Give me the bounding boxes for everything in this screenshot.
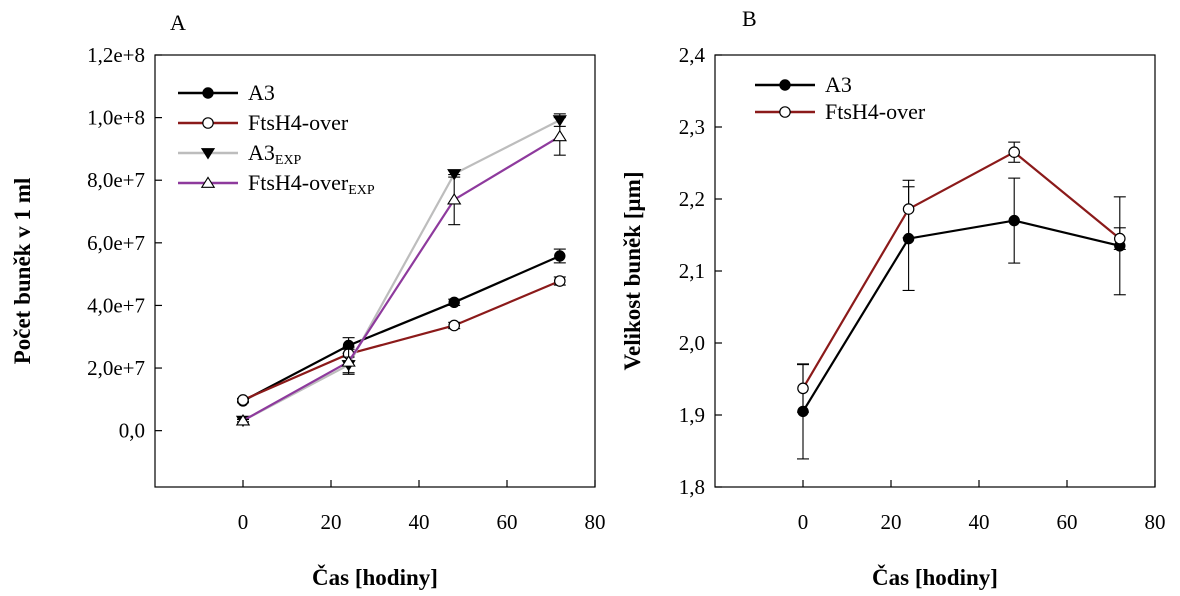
data-point xyxy=(448,194,460,204)
series-b-1 xyxy=(797,142,1126,412)
legend-label: A3EXP xyxy=(248,140,302,168)
data-point xyxy=(555,251,565,261)
x-tick-label: 20 xyxy=(321,510,342,534)
y-tick-label: 2,0 xyxy=(679,331,705,355)
legend-marker xyxy=(203,88,213,98)
y-tick-label: 1,8 xyxy=(679,475,705,499)
y-tick-label: 4,0e+7 xyxy=(87,293,145,317)
legend-marker xyxy=(780,107,790,117)
x-tick-label: 0 xyxy=(238,510,249,534)
y-tick-label: 2,1 xyxy=(679,259,705,283)
plot-frame-a xyxy=(155,55,595,487)
legend-label: FtsH4-over xyxy=(825,99,926,124)
y-axis-title-a: Počet buněk v 1 ml xyxy=(10,178,35,365)
series-a-0 xyxy=(237,249,566,406)
data-point xyxy=(238,395,248,405)
data-point xyxy=(1009,215,1019,225)
data-point xyxy=(1115,233,1125,243)
series-line xyxy=(803,221,1120,412)
y-tick-label: 1,9 xyxy=(679,403,705,427)
x-tick-label: 40 xyxy=(969,510,990,534)
data-point xyxy=(903,204,913,214)
data-point xyxy=(554,131,566,141)
plot-frame-b xyxy=(715,55,1155,487)
legend-label: FtsH4-over xyxy=(248,110,349,135)
series-line xyxy=(803,152,1120,388)
y-tick-label: 2,3 xyxy=(679,115,705,139)
x-tick-label: 80 xyxy=(1145,510,1166,534)
data-point xyxy=(555,276,565,286)
data-point xyxy=(798,383,808,393)
legend-marker xyxy=(203,118,213,128)
y-tick-label: 2,4 xyxy=(679,43,706,67)
data-point xyxy=(449,297,459,307)
x-tick-label: 20 xyxy=(881,510,902,534)
y-tick-label: 1,2e+8 xyxy=(87,43,145,67)
panel-label-a: A xyxy=(170,10,186,35)
y-tick-label: 8,0e+7 xyxy=(87,168,145,192)
x-axis-b: 0 20 40 60 80 xyxy=(798,480,1166,534)
panel-b: B 0 20 40 60 80 1,8 1,9 2,0 2,1 2,2 2,3 2,4 A3FtsH… xyxy=(620,6,1166,590)
data-point xyxy=(1009,147,1019,157)
series-b-0 xyxy=(797,178,1126,459)
x-tick-label: 60 xyxy=(497,510,518,534)
x-tick-label: 80 xyxy=(585,510,606,534)
y-tick-label: 0,0 xyxy=(119,419,145,443)
x-axis-title-b: Čas [hodiny] xyxy=(872,564,998,590)
legend-label: A3 xyxy=(248,80,275,105)
legend-marker xyxy=(780,80,790,90)
x-axis-title-a: Čas [hodiny] xyxy=(312,564,438,590)
y-axis-title-b: Velikost buněk [µm] xyxy=(620,172,645,371)
legend-label: FtsH4-overEXP xyxy=(248,170,375,198)
legend-label: A3 xyxy=(825,72,852,97)
data-point xyxy=(449,320,459,330)
panel-a: A 0 20 40 60 80 0,0 2,0e+7 4,0e+7 6,0e+7 8,0e+7 1… xyxy=(10,10,606,590)
y-axis-a: 0,0 2,0e+7 4,0e+7 6,0e+7 8,0e+7 1,0e+8 1,2e+8 xyxy=(87,43,162,443)
y-tick-label: 2,0e+7 xyxy=(87,356,145,380)
y-tick-label: 1,0e+8 xyxy=(87,106,145,130)
series-line xyxy=(243,281,560,400)
x-tick-label: 60 xyxy=(1057,510,1078,534)
y-tick-label: 2,2 xyxy=(679,187,705,211)
x-axis-a: 0 20 40 60 80 xyxy=(238,480,606,534)
y-tick-label: 6,0e+7 xyxy=(87,231,145,255)
series-layer-b xyxy=(797,142,1126,459)
series-a-1 xyxy=(237,276,566,405)
x-tick-label: 40 xyxy=(409,510,430,534)
x-tick-label: 0 xyxy=(798,510,809,534)
panel-label-b: B xyxy=(742,6,757,31)
